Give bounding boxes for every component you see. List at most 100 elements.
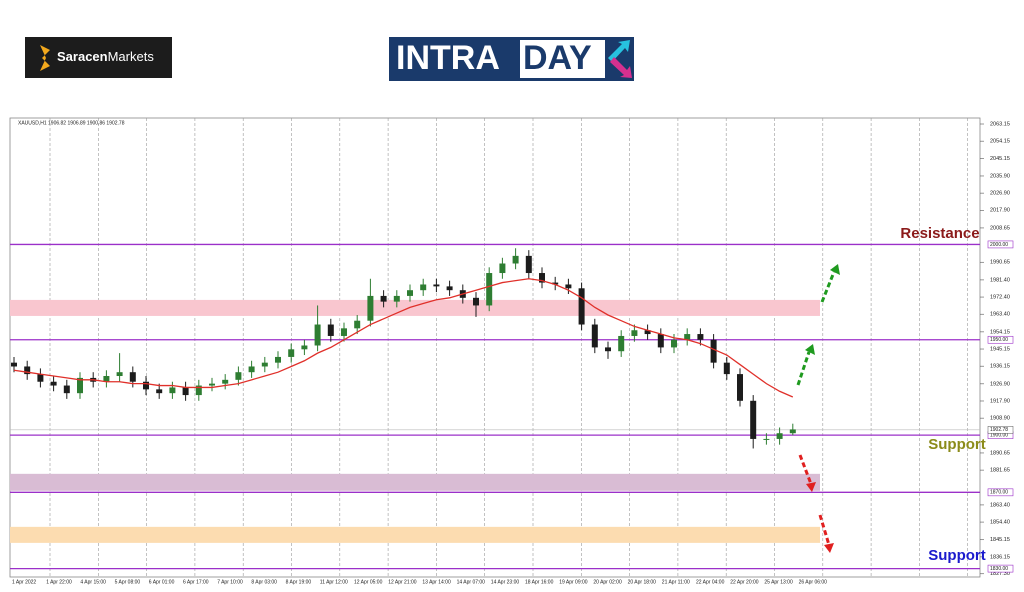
candle-body [393, 295, 400, 302]
x-tick-label: 12 Apr 05:00 [354, 579, 383, 585]
candle-body [169, 387, 176, 394]
candle-body [499, 263, 506, 274]
candle-body [380, 295, 387, 302]
y-tick-label: 1836.15 [990, 554, 1010, 560]
y-tick-label: 2035.90 [990, 173, 1010, 179]
candle-body [578, 288, 585, 325]
candle-body [77, 377, 83, 394]
candle-body [261, 362, 268, 367]
candle-body [591, 324, 598, 348]
level-label: 2000.00 [990, 242, 1008, 248]
candle-body [737, 374, 743, 401]
banner-box [520, 40, 605, 78]
candle-body [486, 273, 493, 306]
arrow-head [806, 482, 816, 492]
level-tag [987, 240, 1014, 249]
candle-body [763, 438, 770, 440]
candle-body [248, 366, 255, 373]
candle-body [525, 255, 532, 274]
x-tick-label: 21 Apr 11:00 [662, 579, 690, 585]
y-tick-label: 1827.30 [990, 571, 1010, 577]
x-tick-label: 5 Apr 08:00 [115, 579, 141, 585]
y-tick-label: 1890.65 [990, 450, 1010, 456]
candle-body [512, 255, 519, 264]
banner-text: INTRA [396, 39, 500, 77]
candle-body [222, 379, 229, 384]
x-tick-label: 12 Apr 21:00 [388, 579, 417, 585]
candle-body [552, 282, 559, 285]
candle-body [103, 376, 110, 382]
candle-body [11, 362, 17, 367]
x-tick-label: 19 Apr 09:00 [559, 579, 588, 585]
annotation: Support [928, 547, 986, 564]
candle-body [671, 339, 677, 348]
price-tag [987, 426, 1014, 434]
candle-body [710, 339, 717, 363]
y-tick-label: 2054.15 [990, 139, 1010, 145]
annotation: Support [928, 436, 986, 453]
candle-body [657, 334, 664, 348]
arrows [796, 271, 836, 546]
plot-frame [9, 117, 981, 578]
candle-body [116, 372, 123, 377]
y-tick-label: 1936.15 [990, 364, 1010, 370]
candle-body [407, 290, 413, 296]
y-tick-label: 2063.15 [990, 121, 1010, 127]
x-tick-label: 11 Apr 12:00 [320, 579, 348, 585]
arrow [798, 454, 813, 485]
arrow-head [824, 543, 834, 553]
candle-body [143, 381, 149, 390]
candle-body [473, 297, 479, 306]
x-tick-label: 25 Apr 13:00 [764, 579, 793, 585]
price-label: 1902.78 [990, 427, 1008, 433]
y-tick-label: 1863.40 [990, 502, 1010, 508]
arrow-head [805, 344, 815, 355]
candle-body [539, 273, 545, 283]
arrow [820, 271, 836, 303]
arrow [796, 351, 811, 386]
y-tick-label: 2017.90 [990, 208, 1010, 214]
candle-body [24, 366, 31, 375]
y-tick-label: 1917.90 [990, 398, 1010, 404]
candle-body [750, 400, 757, 439]
zone [10, 473, 820, 491]
candle-body [235, 372, 242, 380]
level-label: 1900.00 [990, 432, 1008, 438]
level-tag [987, 564, 1014, 573]
x-tick-label: 1 Apr 2022 [12, 579, 36, 585]
banner-arrow [608, 40, 630, 62]
x-tick-label: 18 Apr 16:00 [525, 579, 554, 585]
x-tick-label: 20 Apr 02:00 [593, 579, 622, 585]
plot: XAUUSD,H1 1906.82 1906.89 1900.86 1902.7… [10, 118, 1014, 585]
x-tick-label: 13 Apr 14:00 [422, 579, 451, 585]
x-tick-label: 1 Apr 22:00 [46, 579, 72, 585]
candle-body [433, 284, 440, 287]
x-tick-label: 22 Apr 04:00 [696, 579, 725, 585]
candle-body [697, 334, 704, 340]
candle-body [789, 429, 796, 434]
level-label: 1950.00 [990, 337, 1008, 343]
candle-body [275, 356, 281, 363]
candle-body [63, 385, 70, 394]
candle-body [209, 383, 215, 386]
candle-body [327, 324, 334, 336]
moving-average [13, 278, 794, 398]
level-tag [987, 335, 1014, 344]
y-tick-label: 1945.15 [990, 346, 1010, 352]
x-tick-label: 26 Apr 06:00 [799, 579, 828, 585]
x-tick-label: 8 Apr 03:00 [251, 579, 277, 585]
candle-body [341, 328, 347, 336]
candle-body [723, 362, 730, 375]
x-tick-label: 7 Apr 10:00 [217, 579, 243, 585]
candle-body [420, 284, 427, 291]
y-tick-label: 1954.15 [990, 329, 1010, 335]
candle-body [288, 349, 295, 357]
banner-text: DAY [523, 39, 592, 77]
brand-part: Markets [108, 49, 155, 64]
x-tick-label: 8 Apr 19:00 [286, 579, 312, 585]
zone [10, 299, 820, 316]
candle-body [354, 320, 361, 329]
brand-part: Saracen [57, 49, 108, 64]
y-tick-label: 2008.65 [990, 225, 1010, 231]
